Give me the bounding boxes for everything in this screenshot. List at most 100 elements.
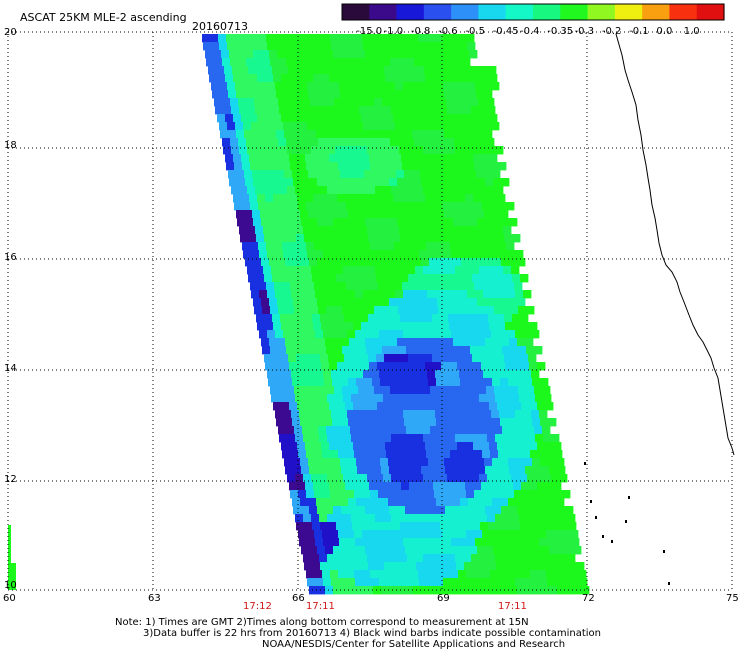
swath-cell bbox=[471, 106, 480, 115]
swath-cell bbox=[280, 274, 289, 283]
swath-cell bbox=[479, 146, 488, 155]
swath-cell bbox=[507, 410, 516, 419]
swath-cell bbox=[409, 74, 418, 83]
swath-cell bbox=[305, 154, 314, 163]
swath-cell bbox=[341, 258, 350, 267]
swath-cell bbox=[455, 106, 464, 115]
swath-cell bbox=[499, 410, 508, 419]
swath-cell bbox=[479, 474, 488, 483]
swath-cell bbox=[420, 498, 429, 507]
swath-cell bbox=[482, 162, 491, 171]
swath-cell bbox=[297, 74, 306, 83]
swath-cell bbox=[419, 122, 428, 131]
swath-cell bbox=[454, 386, 463, 395]
time-label-2: 17:11 bbox=[306, 601, 335, 612]
swath-cell bbox=[329, 402, 338, 411]
swath-cell bbox=[264, 274, 273, 283]
swath-cell bbox=[421, 298, 430, 307]
swath-cell bbox=[409, 322, 418, 331]
swath-cell bbox=[343, 394, 352, 403]
swath-cell bbox=[433, 402, 442, 411]
coastline-path bbox=[615, 33, 735, 456]
swath-cell bbox=[236, 170, 245, 179]
swath-cell bbox=[293, 258, 302, 267]
swath-cell bbox=[507, 370, 516, 379]
swath-cell bbox=[317, 338, 326, 347]
swath-cell bbox=[330, 450, 339, 459]
swath-cell bbox=[473, 362, 482, 371]
swath-cell bbox=[376, 562, 385, 571]
swath-cell bbox=[429, 546, 438, 555]
swath-cell bbox=[260, 130, 269, 139]
swath-cell bbox=[256, 314, 265, 323]
swath-cell bbox=[494, 346, 503, 355]
swath-cell bbox=[298, 282, 307, 291]
swath-cell bbox=[442, 570, 451, 579]
swath-cell bbox=[407, 106, 416, 115]
swath-cell bbox=[279, 146, 288, 155]
swath-cell bbox=[461, 218, 470, 227]
swath-cell bbox=[357, 586, 366, 595]
swath-cell bbox=[497, 442, 506, 451]
swath-cell bbox=[539, 410, 548, 419]
swath-cell bbox=[545, 442, 554, 451]
swath-cell bbox=[221, 50, 230, 59]
swath-cell bbox=[490, 282, 499, 291]
swath-cell bbox=[293, 178, 302, 187]
swath-cell bbox=[450, 570, 459, 579]
swath-cell bbox=[311, 434, 320, 443]
swath-cell bbox=[291, 82, 300, 91]
swath-cell bbox=[442, 162, 451, 171]
swath-cell bbox=[438, 386, 447, 395]
swath-cell bbox=[481, 194, 490, 203]
swath-cell bbox=[333, 50, 342, 59]
swath-cell bbox=[511, 554, 520, 563]
swath-cell bbox=[527, 514, 536, 523]
swath-cell bbox=[461, 298, 470, 307]
swath-cell bbox=[296, 66, 305, 75]
swath-cell bbox=[370, 282, 379, 291]
swath-cell bbox=[507, 290, 516, 299]
swath-cell bbox=[348, 378, 357, 387]
swath-cell bbox=[409, 442, 418, 451]
swath-cell bbox=[308, 378, 317, 387]
swath-cell bbox=[480, 354, 489, 363]
swath-cell bbox=[372, 130, 381, 139]
swath-cell bbox=[543, 434, 552, 443]
swath-cell bbox=[401, 442, 410, 451]
swath-cell bbox=[247, 106, 256, 115]
swath-cell bbox=[414, 138, 423, 147]
swath-cell bbox=[321, 482, 330, 491]
swath-cell bbox=[445, 258, 454, 267]
swath-cell bbox=[367, 514, 376, 523]
swath-cell bbox=[357, 50, 366, 59]
swath-cell bbox=[328, 314, 337, 323]
swath-cell bbox=[308, 130, 317, 139]
swath-cell bbox=[474, 450, 483, 459]
swath-cell bbox=[492, 498, 501, 507]
swath-cell bbox=[369, 402, 378, 411]
swath-cell bbox=[448, 354, 457, 363]
swath-cell bbox=[232, 66, 241, 75]
swath-cell bbox=[551, 434, 560, 443]
swath-cell bbox=[477, 466, 486, 475]
swath-cell bbox=[470, 306, 479, 315]
swath-cell bbox=[355, 538, 364, 547]
swath-cell bbox=[435, 578, 444, 587]
swath-cell bbox=[307, 122, 316, 131]
swath-cell bbox=[286, 58, 295, 67]
swath-cell bbox=[359, 186, 368, 195]
swath-cell bbox=[512, 522, 521, 531]
swath-cell bbox=[262, 346, 271, 355]
swath-cell bbox=[331, 250, 340, 259]
swath-cell bbox=[490, 162, 499, 171]
swath-cell bbox=[395, 290, 404, 299]
swath-cell bbox=[490, 490, 499, 499]
swath-cell bbox=[441, 322, 450, 331]
swath-cell bbox=[456, 354, 465, 363]
swath-cell bbox=[396, 378, 405, 387]
swath-cell bbox=[479, 266, 488, 275]
swath-cell bbox=[465, 114, 474, 123]
swath-cell bbox=[402, 530, 411, 539]
swath-cell bbox=[366, 346, 375, 355]
